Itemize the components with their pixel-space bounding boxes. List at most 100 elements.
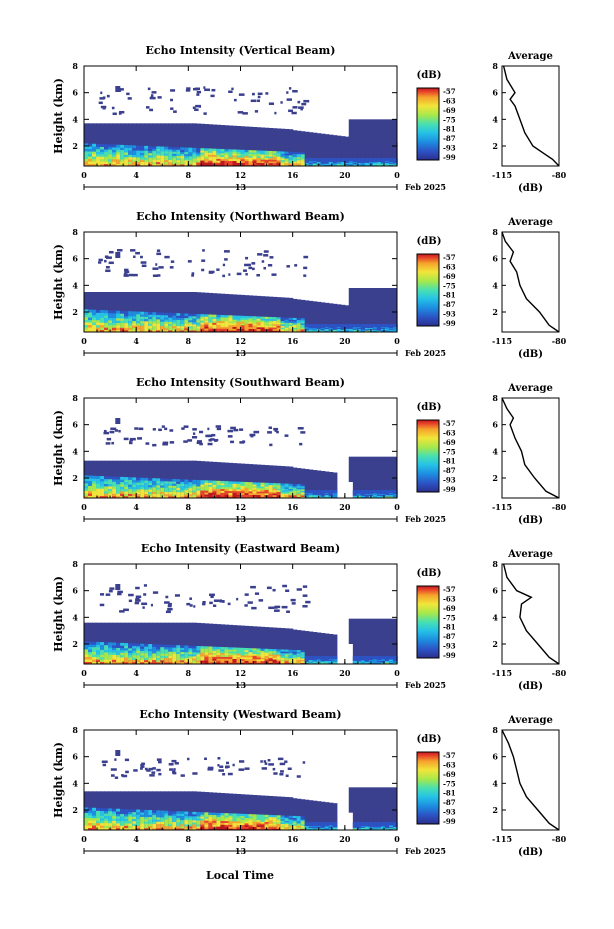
echo-cell: [240, 160, 246, 163]
y-tick-label: 6: [72, 88, 78, 98]
echo-cell: [220, 818, 226, 822]
echo-cell: [132, 820, 137, 824]
echo-cell: [212, 824, 218, 827]
echo-cell: [240, 328, 246, 331]
echo-cell: [280, 328, 286, 331]
echo-cell: [108, 647, 113, 651]
echo-cell: [352, 828, 358, 830]
echo-cell: [216, 124, 222, 166]
panel-2: Echo Intensity (Northward Beam)2468Heigh…: [52, 210, 567, 360]
echo-cell: [180, 483, 185, 487]
noise-cell: [165, 610, 171, 614]
echo-cell: [292, 153, 298, 156]
noise-cell: [98, 101, 103, 105]
echo-cell: [280, 320, 286, 323]
echo-cell: [116, 161, 121, 165]
echo-cell: [360, 806, 366, 830]
echo-cell: [112, 156, 117, 160]
heatmap: [84, 249, 398, 333]
echo-cell: [188, 819, 193, 823]
echo-cell: [328, 324, 334, 326]
echo-cell: [212, 158, 218, 161]
echo-cell: [168, 827, 173, 831]
noise-cell: [285, 589, 290, 593]
echo-cell: [216, 326, 222, 329]
echo-cell: [280, 660, 286, 663]
echo-cell: [156, 163, 161, 167]
echo-cell: [112, 825, 117, 829]
echo-cell: [200, 814, 205, 817]
echo-cell: [124, 650, 129, 653]
echo-cell: [196, 812, 201, 815]
echo-cell: [188, 319, 193, 323]
echo-cell: [260, 795, 266, 830]
echo-cell: [376, 490, 382, 493]
echo-cell: [268, 157, 274, 160]
echo-cell: [284, 164, 290, 167]
echo-cell: [188, 813, 193, 817]
echo-cell: [252, 823, 258, 826]
echo-cell: [104, 820, 109, 824]
echo-cell: [292, 825, 298, 828]
echo-cell: [204, 158, 209, 161]
echo-cell: [244, 483, 250, 487]
echo-cell: [240, 326, 246, 329]
echo-cell: [156, 495, 161, 499]
echo-cell: [392, 491, 398, 494]
echo-cell: [136, 477, 141, 481]
echo-cell: [324, 823, 330, 826]
echo-cell: [356, 494, 362, 496]
echo-cell: [96, 644, 101, 648]
echo-cell: [120, 151, 125, 155]
echo-cell: [376, 324, 382, 327]
echo-cell: [116, 154, 121, 158]
echo-cell: [128, 325, 133, 328]
echo-cell: [360, 307, 366, 332]
echo-cell: [136, 493, 141, 497]
echo-cell: [252, 814, 258, 817]
echo-cell: [384, 824, 390, 827]
echo-cell: [360, 138, 366, 166]
echo-cell: [352, 493, 358, 495]
echo-cell: [288, 158, 294, 161]
noise-cell: [192, 428, 197, 431]
echo-cell: [208, 828, 214, 831]
echo-cell: [196, 492, 201, 495]
echo-cell: [240, 487, 246, 490]
echo-cell: [216, 658, 222, 661]
echo-cell: [176, 622, 181, 664]
echo-cell: [320, 822, 326, 825]
echo-cell: [164, 493, 169, 497]
echo-cell: [176, 495, 181, 499]
echo-cell: [228, 153, 234, 156]
echo-cell: [284, 826, 290, 829]
echo-cell: [312, 656, 318, 659]
echo-cell: [356, 637, 362, 664]
echo-cell: [132, 486, 137, 490]
echo-cell: [128, 147, 133, 151]
x-tick-label: 0: [394, 834, 400, 844]
echo-cell: [120, 476, 125, 480]
noise-cell: [303, 274, 307, 277]
echo-cell: [296, 164, 302, 167]
echo-cell: [116, 163, 121, 167]
echo-cell: [324, 496, 330, 498]
noise-cell: [208, 438, 212, 442]
noise-cell: [198, 430, 204, 434]
echo-cell: [236, 330, 242, 333]
echo-cell: [232, 818, 238, 822]
echo-cell: [120, 320, 125, 324]
echo-cell: [260, 323, 266, 326]
echo-cell: [232, 483, 238, 486]
echo-cell: [328, 325, 334, 328]
echo-cell: [152, 622, 157, 664]
echo-cell: [92, 309, 97, 313]
echo-cell: [292, 322, 298, 325]
echo-cell: [128, 645, 133, 649]
echo-cell: [188, 321, 193, 325]
echo-cell: [368, 656, 374, 659]
echo-cell: [212, 652, 218, 655]
echo-cell: [380, 657, 386, 660]
echo-cell: [156, 478, 161, 482]
echo-cell: [256, 157, 262, 160]
